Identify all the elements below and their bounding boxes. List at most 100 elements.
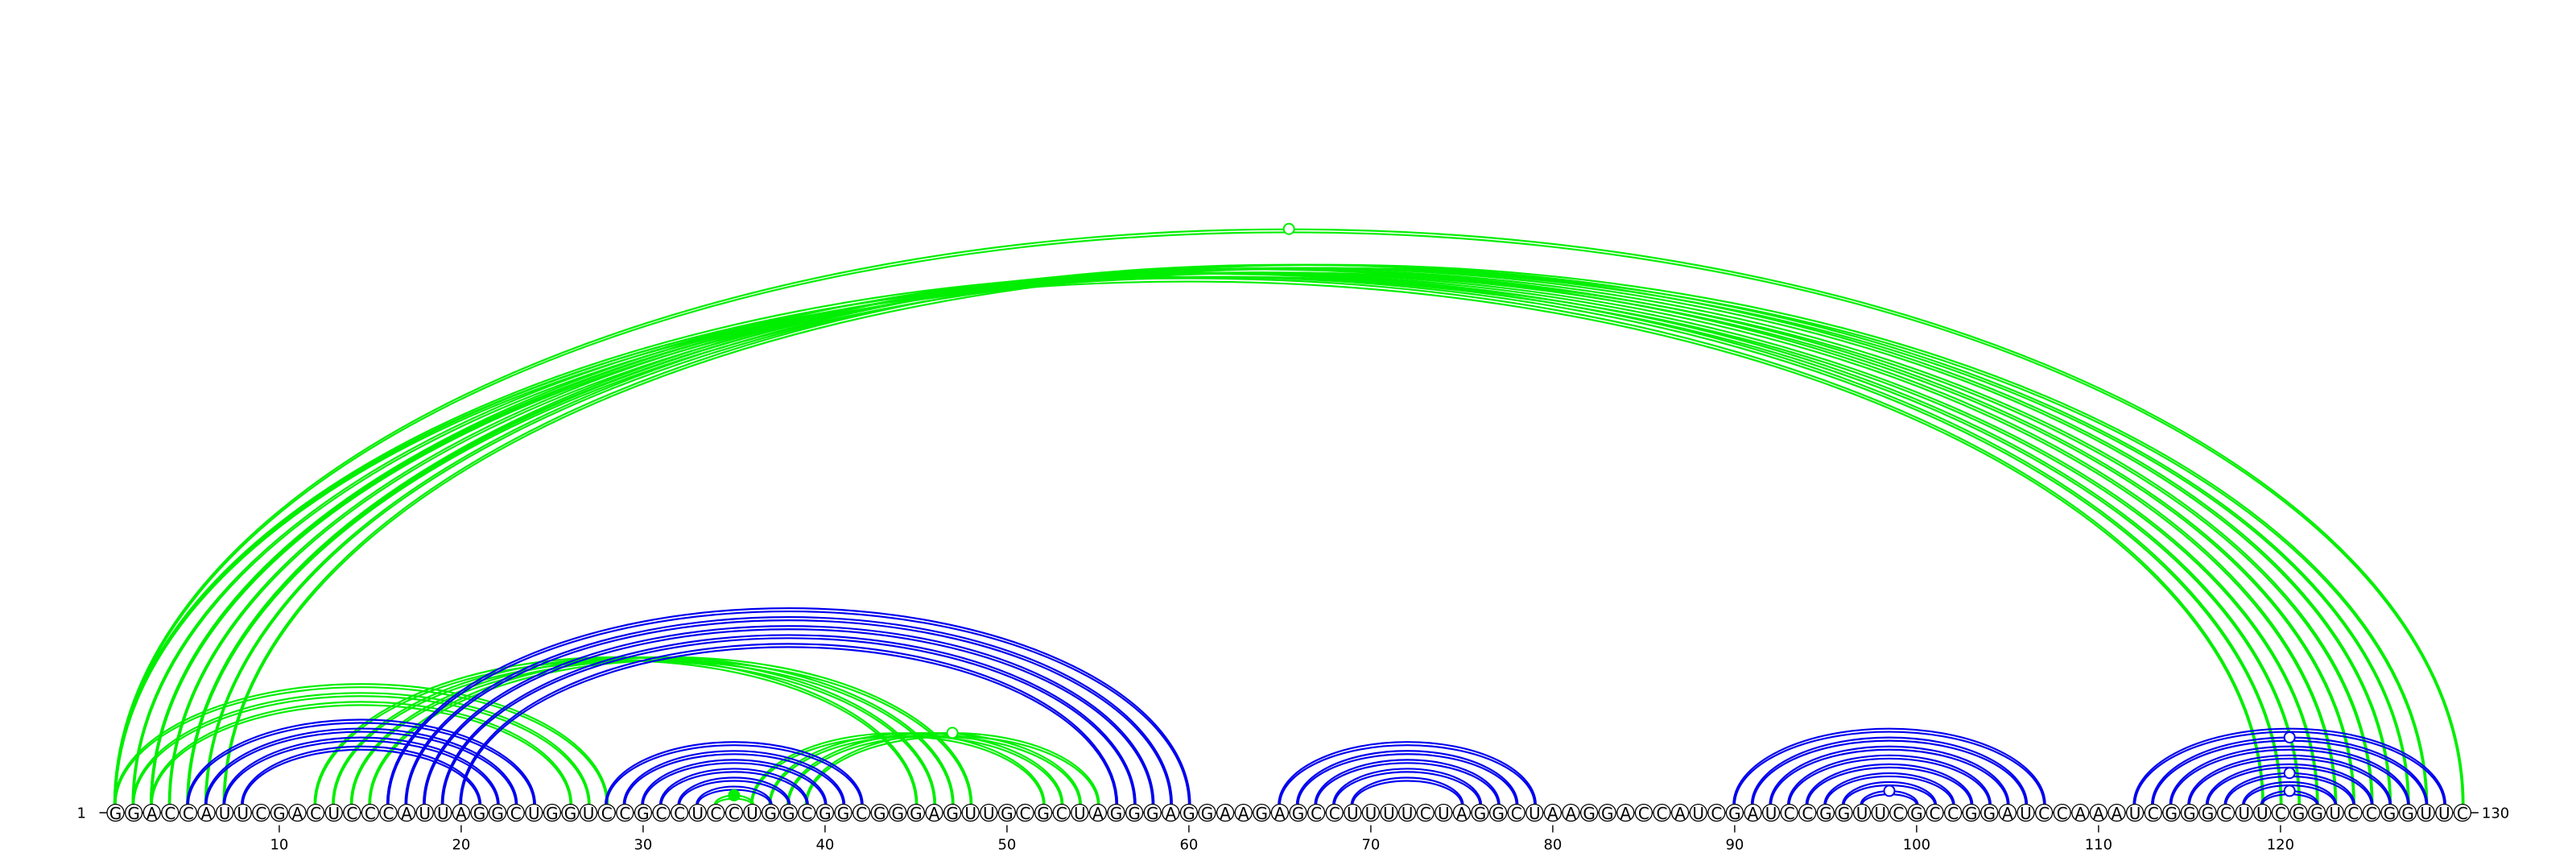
arc-95-102-outer [1824, 775, 1955, 805]
arc-69-75-outer [1352, 780, 1463, 805]
pair-marker-97-100 [1883, 785, 1896, 797]
arc-90-107 [1732, 727, 2046, 805]
pair-marker-1-130 [1282, 222, 1295, 235]
arc-115-126 [2187, 754, 2392, 805]
nucleotide-letter: G [2401, 804, 2414, 823]
nucleotide-114: G [2162, 803, 2181, 823]
nucleotide-circle [2362, 803, 2381, 822]
nucleotide-92: U [1761, 803, 1781, 823]
nucleotide-letter: G [2183, 804, 2196, 823]
nucleotide-102: C [1943, 803, 1963, 823]
nucleotide-letter: A [1274, 804, 1286, 823]
nucleotide-circle [1761, 803, 1781, 822]
arc-91-106 [1750, 736, 2029, 805]
nucleotide-letter: C [1056, 804, 1067, 823]
nucleotide-circle [724, 803, 744, 822]
nucleotide-69: U [1344, 803, 1362, 823]
nucleotide-circle [1653, 803, 1671, 822]
nucleotide-letter: A [456, 804, 467, 823]
nucleotide-letter: C [2366, 804, 2377, 823]
nucleotide-circle [2198, 803, 2217, 822]
nucleotide-59: A [1162, 803, 1180, 823]
nucleotide-letter: G [1001, 804, 1013, 823]
nucleotide-116: G [2198, 803, 2217, 823]
nucleotide-letter: U [2329, 804, 2341, 823]
arc-33-37 [696, 785, 773, 805]
nucleotide-circle [2289, 803, 2308, 822]
nucleotide-circle [397, 803, 416, 822]
nucleotide-106: U [2017, 803, 2035, 823]
nucleotide-circle [106, 803, 125, 822]
nucleotide-72: U [1397, 803, 1417, 823]
nucleotide-101: C [1926, 803, 1944, 823]
nucleotide-93: C [1780, 803, 1798, 823]
nucleotide-45: G [906, 803, 926, 823]
nucleotide-circle [2417, 803, 2435, 822]
nucleotide-letter: G [546, 804, 559, 823]
nucleotide-circle [1579, 803, 1599, 822]
nucleotide-84: A [1616, 803, 1635, 823]
nucleotide-42: C [852, 803, 871, 823]
nucleotide-108: C [2053, 803, 2071, 823]
arc-65-79-outer [1278, 744, 1536, 805]
nucleotide-109: A [2071, 803, 2090, 823]
nucleotide-letter: U [964, 804, 976, 823]
nucleotide-letter: G [1037, 804, 1050, 823]
nucleotide-119: U [2253, 803, 2272, 823]
nucleotide-circle [1488, 803, 1508, 822]
nucleotide-23: C [506, 803, 525, 823]
nucleotide-circle [761, 803, 780, 822]
arc-29-41-outer [624, 753, 844, 805]
nucleotide-circle [1452, 803, 1472, 822]
nucleotide-77: G [1488, 803, 1508, 823]
nucleotide-letter: G [473, 804, 486, 823]
nucleotide-circle [2271, 803, 2290, 822]
nucleotide-36: U [743, 803, 762, 823]
nucleotide-104: G [1980, 803, 1999, 823]
arc-5-24-outer [187, 722, 535, 805]
nucleotide-3: A [142, 803, 161, 823]
nucleotide-circle [270, 803, 289, 822]
nucleotide-letter: G [1292, 804, 1305, 823]
nucleotide-letter: A [929, 804, 940, 823]
nucleotide-letter: U [1529, 804, 1541, 823]
nucleotide-circle [215, 803, 234, 822]
nucleotide-circle [233, 803, 252, 822]
nucleotide-circle [1798, 803, 1817, 822]
arc-95-102 [1823, 772, 1955, 805]
arc-65-79 [1278, 741, 1537, 805]
nucleotide-letter: C [2220, 804, 2231, 823]
nucleotide-65: A [1270, 803, 1290, 823]
nucleotide-103: G [1962, 803, 1980, 823]
nucleotide-letter: C [1511, 804, 1522, 823]
nucleotide-30: G [634, 803, 653, 823]
nucleotide-circle [961, 803, 980, 822]
nucleotide-letter: G [782, 804, 795, 823]
nucleotide-circle [161, 803, 180, 822]
arc-31-39 [658, 768, 809, 805]
nucleotide-circle [1071, 803, 1089, 822]
tick-label-20: 20 [452, 837, 470, 854]
nucleotide-letter: A [292, 804, 303, 823]
nucleotide-letter: C [801, 804, 812, 823]
arc-2-27 [131, 692, 591, 805]
arcs-layer [113, 228, 2465, 805]
nucleotide-circle [1852, 803, 1872, 822]
nucleotide-circle [1889, 803, 1908, 822]
nucleotide-letter: C [1638, 804, 1649, 823]
nucleotide-21: G [470, 803, 489, 823]
nucleotide-letter: A [201, 804, 213, 823]
arc-7-22-outer [224, 739, 499, 805]
arc-5-24 [186, 718, 536, 805]
nucleotide-letter: C [255, 804, 266, 823]
nucleotide-27: U [579, 803, 598, 823]
nucleotide-64: G [1253, 803, 1271, 823]
nucleotide-12: C [306, 803, 325, 823]
nucleotide-circle [834, 803, 852, 822]
nucleotide-letter: A [1220, 804, 1231, 823]
nucleotide-letter: G [109, 804, 122, 823]
nucleotide-letter: U [1402, 804, 1414, 823]
nucleotide-circle [1725, 803, 1744, 822]
nucleotide-letter: A [1566, 804, 1577, 823]
arc-6-127-outer [205, 267, 2409, 805]
